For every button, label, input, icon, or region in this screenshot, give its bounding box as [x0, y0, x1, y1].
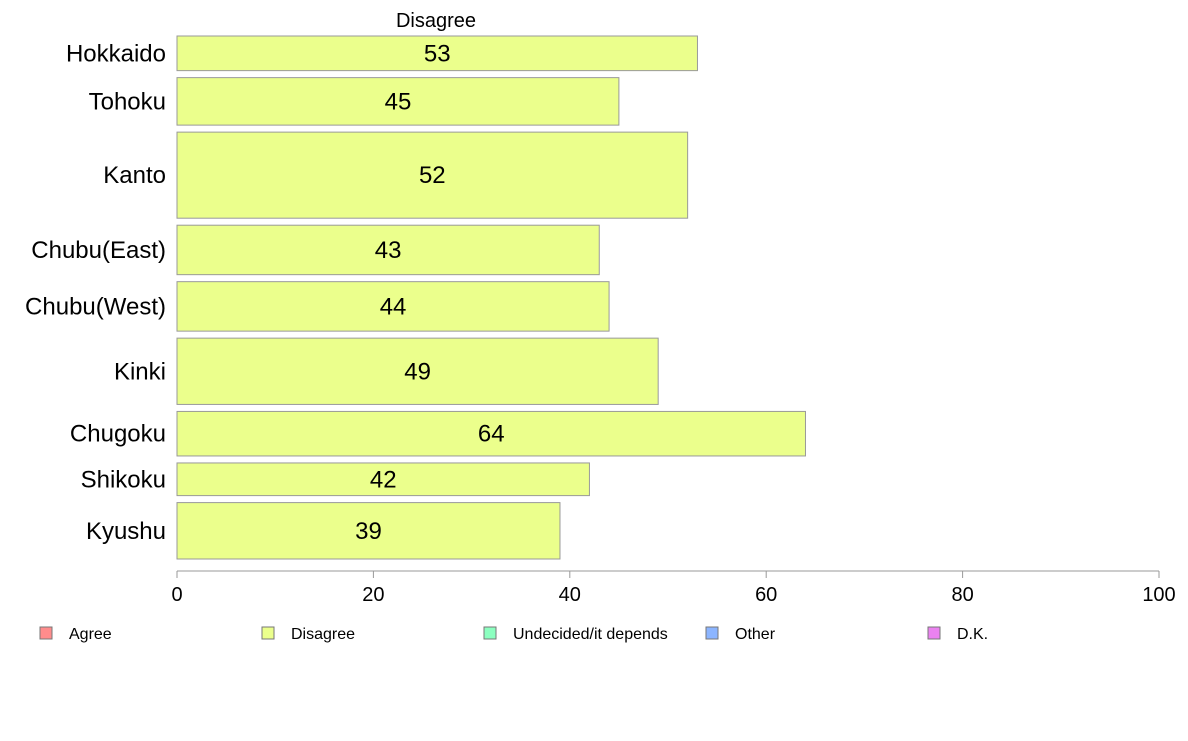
x-tick-label: 60: [755, 584, 777, 606]
category-label: Kanto: [103, 162, 166, 189]
category-label: Shikoku: [81, 466, 166, 493]
category-label: Hokkaido: [66, 40, 166, 67]
value-label: 52: [419, 162, 446, 189]
value-label: 44: [380, 293, 407, 320]
x-axis: 0 20 40 60 80 100: [171, 570, 1176, 606]
bars-group: Hokkaido 53 Tohoku 45 Kanto 52 Chubu(East) 43 Ch…: [25, 35, 806, 560]
category-label: Chugoku: [70, 421, 166, 448]
x-tick-label: 40: [559, 584, 581, 606]
legend-swatch: [927, 626, 941, 640]
x-tick-label: 20: [362, 584, 384, 606]
x-tick-label: 100: [1142, 584, 1175, 606]
bar-hokkaido: [176, 35, 698, 72]
value-label: 39: [355, 518, 382, 545]
bar-kanto: [176, 131, 689, 219]
chart-title: Disagree: [396, 10, 476, 32]
bar-tohoku: [176, 77, 620, 126]
bar-kinki: [176, 337, 659, 405]
bar-chubu-west-: [176, 281, 610, 332]
x-tick-label: 80: [951, 584, 973, 606]
bar-kyushu: [176, 502, 561, 560]
bar-chubu-east-: [176, 224, 600, 276]
category-label: Kinki: [114, 358, 166, 385]
legend-swatch: [261, 626, 275, 640]
legend-label: Agree: [69, 626, 112, 643]
legend-swatch: [39, 626, 53, 640]
x-tick-label: 0: [171, 584, 182, 606]
bar-chugoku: [176, 410, 806, 457]
legend-label: Disagree: [291, 626, 355, 643]
legend: Agree Disagree Undecided/it depends Other D.…: [39, 626, 988, 643]
category-label: Kyushu: [86, 518, 166, 545]
value-label: 49: [404, 358, 431, 385]
bar-shikoku: [176, 462, 590, 497]
legend-label: D.K.: [957, 626, 988, 643]
value-label: 53: [424, 40, 451, 67]
value-label: 45: [385, 88, 412, 115]
category-label: Tohoku: [89, 88, 166, 115]
category-label: Chubu(West): [25, 293, 166, 320]
value-label: 64: [478, 421, 505, 448]
category-label: Chubu(East): [31, 237, 166, 264]
value-label: 43: [375, 237, 402, 264]
legend-swatch: [705, 626, 719, 640]
legend-label: Undecided/it depends: [513, 626, 668, 643]
legend-swatch: [483, 626, 497, 640]
value-label: 42: [370, 466, 397, 493]
legend-label: Other: [735, 626, 776, 643]
